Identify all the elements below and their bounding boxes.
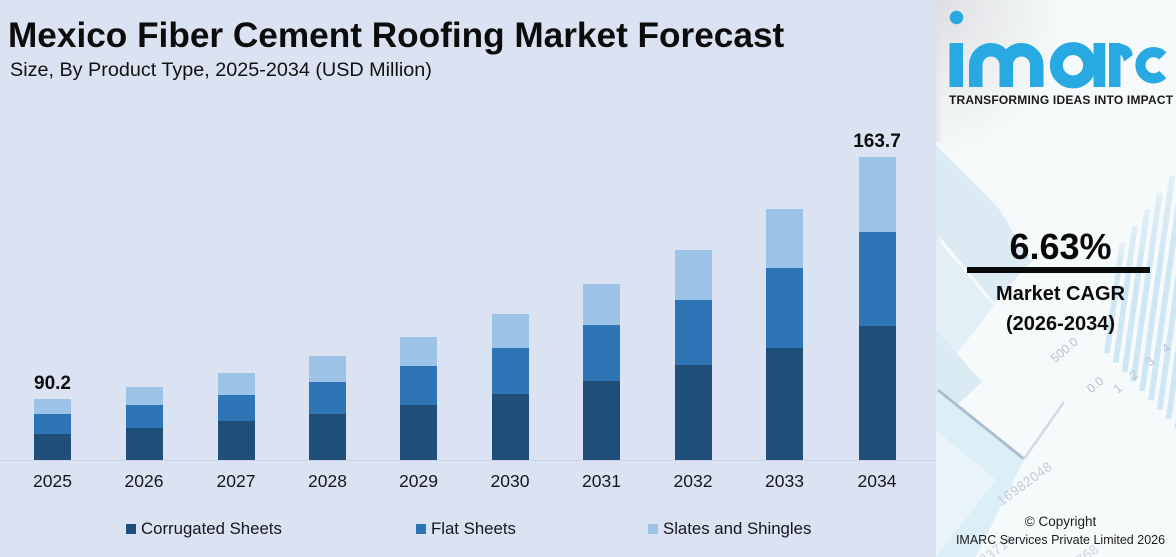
svg-text:TRANSFORMING IDEAS INTO IMPACT: TRANSFORMING IDEAS INTO IMPACT (949, 93, 1174, 107)
